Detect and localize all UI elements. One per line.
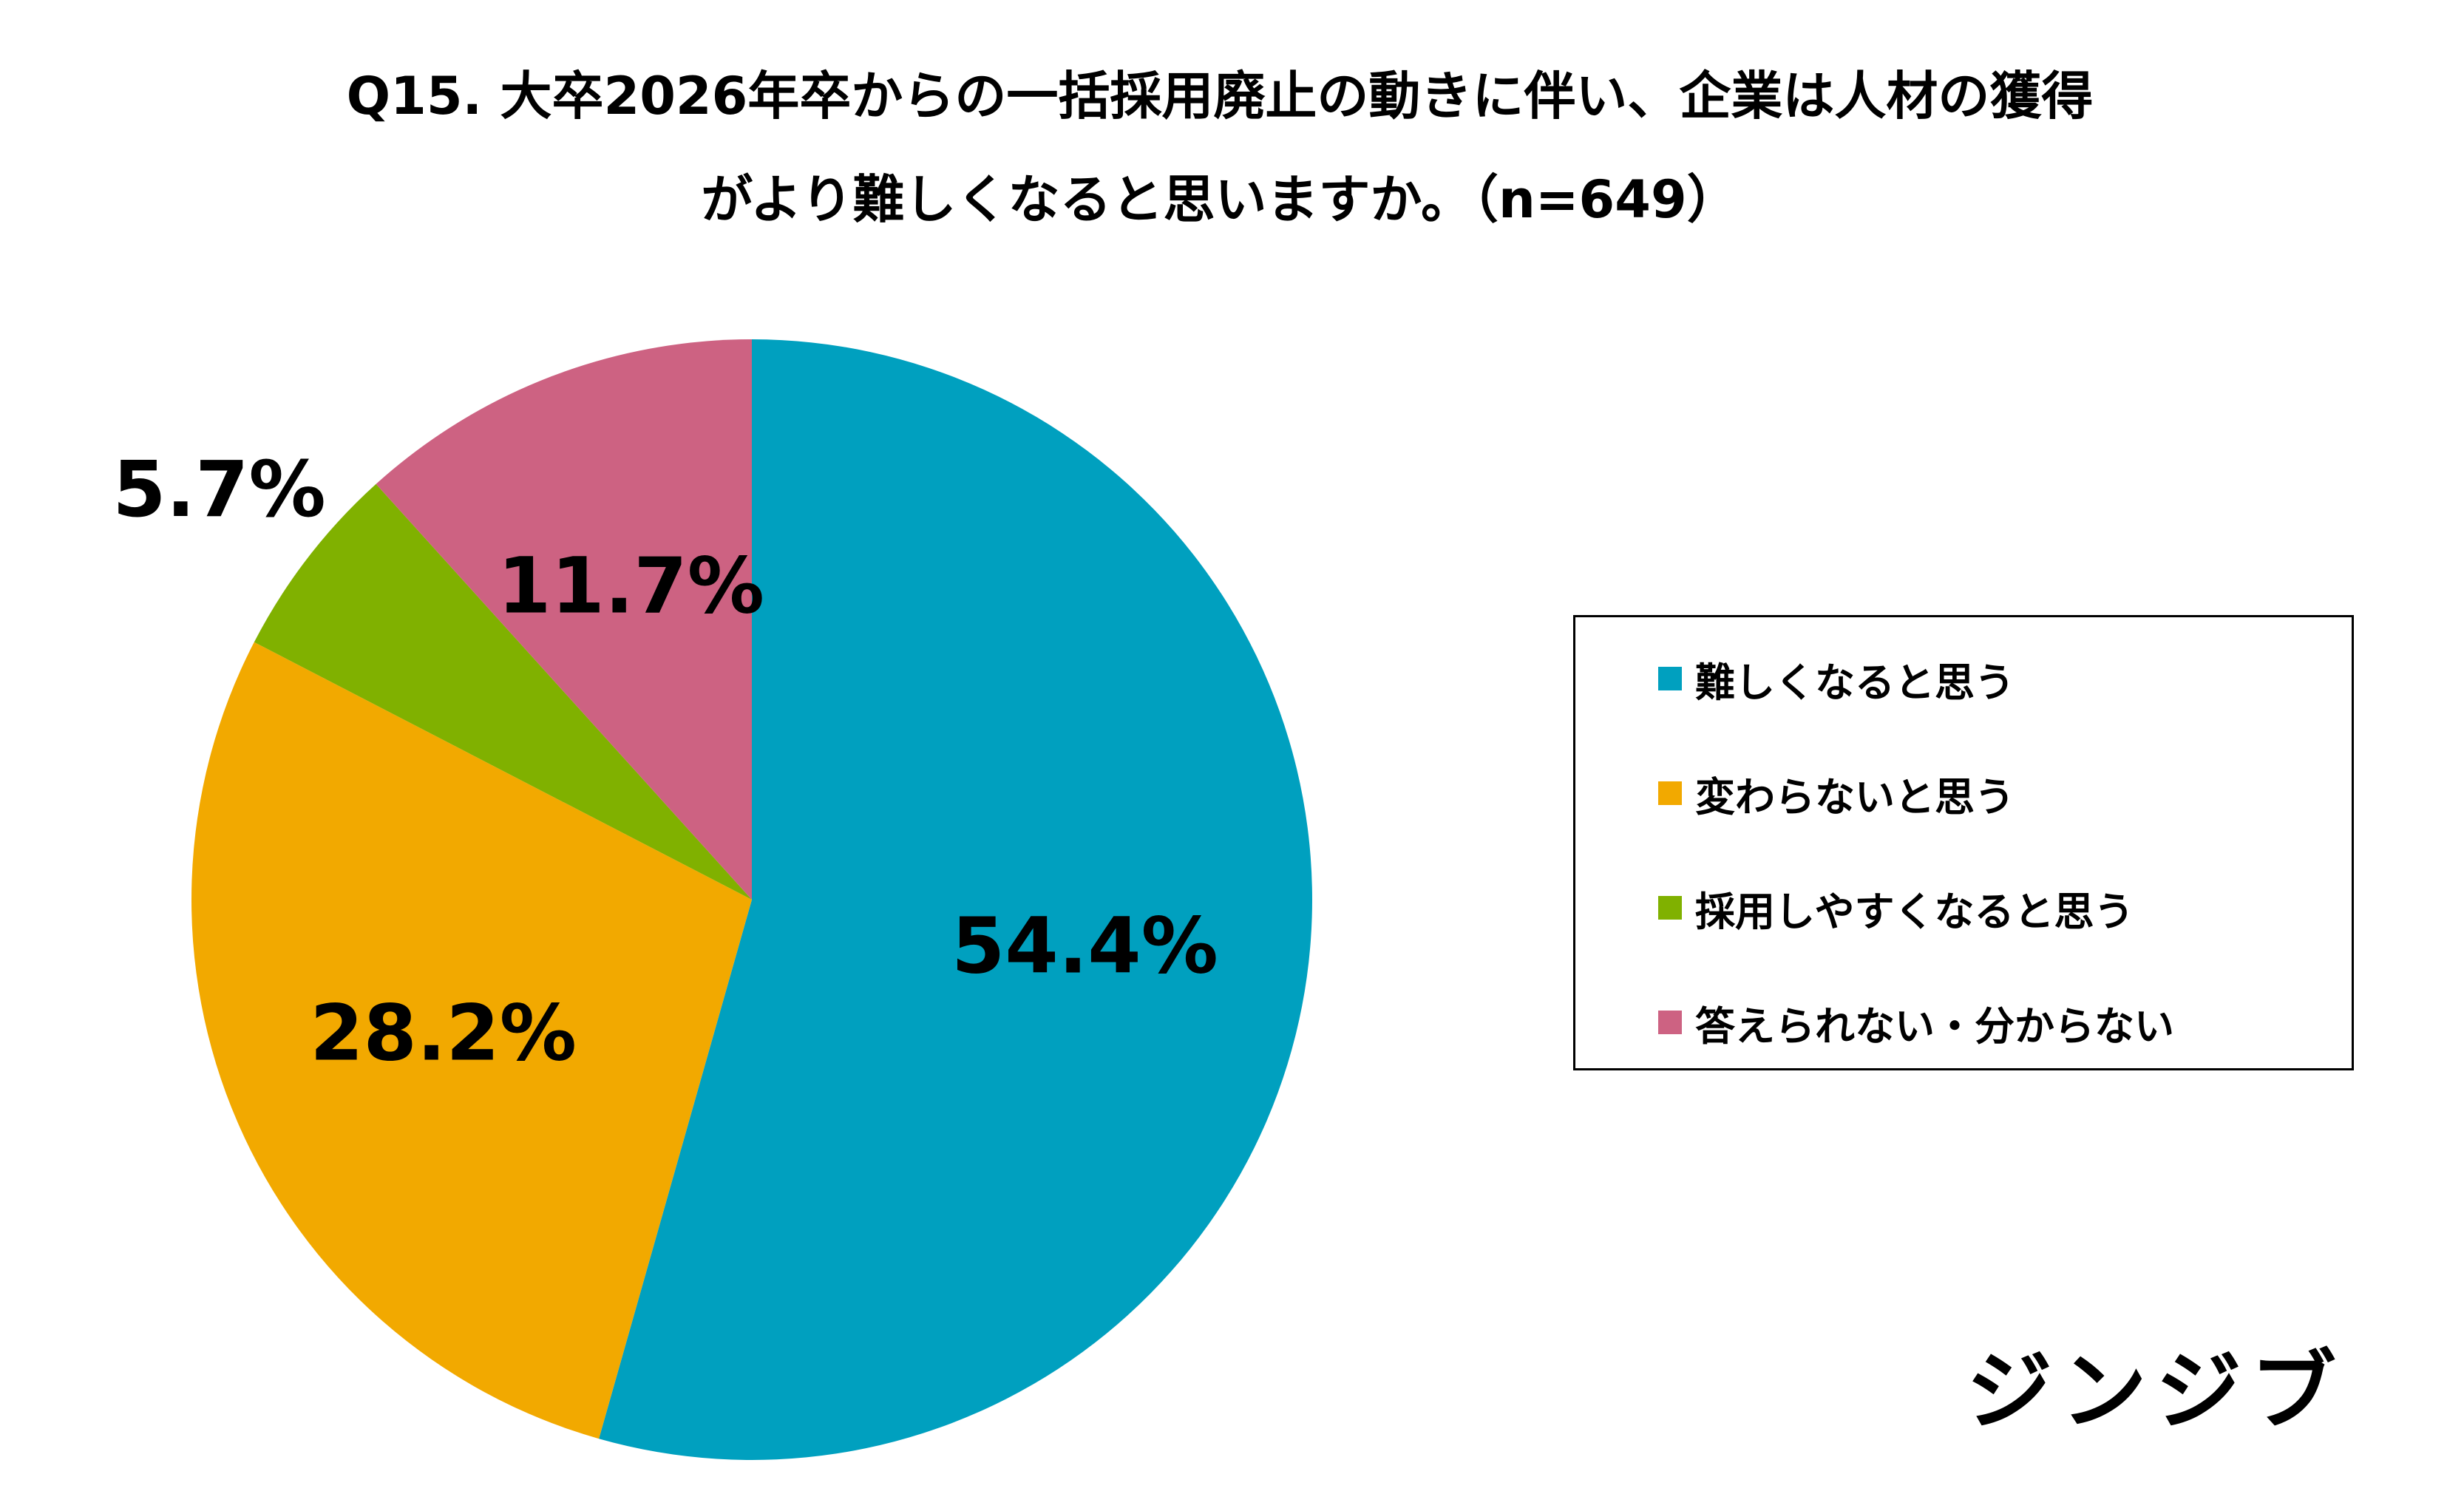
legend-item-1: 難しくなると思う <box>1658 653 2015 706</box>
brand-logo: ジンジブ <box>1966 1342 2345 1442</box>
legend-label: 採用しやすくなると思う <box>1695 888 2134 935</box>
pie-slice-3 <box>254 483 752 900</box>
pie-slice-label-1: 54.4% <box>951 901 1218 991</box>
legend-swatch <box>1658 896 1682 920</box>
pie-slice-label-2: 28.2% <box>310 988 577 1079</box>
pie-slice-4 <box>376 339 752 900</box>
legend-label: 変わらないと思う <box>1695 773 2015 821</box>
legend-swatch <box>1658 667 1682 690</box>
chart-title-line-1: Q15. 大卒2026年卒からの一括採用廃止の動きに伴い、企業は人材の獲得 <box>346 66 2094 126</box>
legend-label: 難しくなると思う <box>1695 659 2015 706</box>
pie-slice-label-4: 11.7% <box>498 541 764 631</box>
legend-item-3: 採用しやすくなると思う <box>1658 882 2134 935</box>
legend-label: 答えられない・分からない <box>1695 1002 2174 1050</box>
chart-title-line-2: がより難しくなると思いますか。（n=649） <box>701 169 1739 230</box>
chart-title: Q15. 大卒2026年卒からの一括採用廃止の動きに伴い、企業は人材の獲得 がよ… <box>296 44 2144 251</box>
pie-slice-labels: 54.4% 28.2% 5.7% 11.7% <box>112 444 1218 1079</box>
pie-slices <box>191 339 1313 1460</box>
pie-slice-label-3: 5.7% <box>112 444 325 534</box>
legend-swatch <box>1658 781 1682 805</box>
pie-slice-2 <box>191 642 752 1439</box>
legend-swatch <box>1658 1011 1682 1034</box>
legend: 難しくなると思う 変わらないと思う採用しやすくなると思う 答えられない・分からない <box>1573 615 2354 1070</box>
pie-slice-1 <box>599 339 1313 1460</box>
legend-item-4: 答えられない・分からない <box>1658 996 2174 1050</box>
legend-item-2: 変わらないと思う <box>1658 767 2015 821</box>
